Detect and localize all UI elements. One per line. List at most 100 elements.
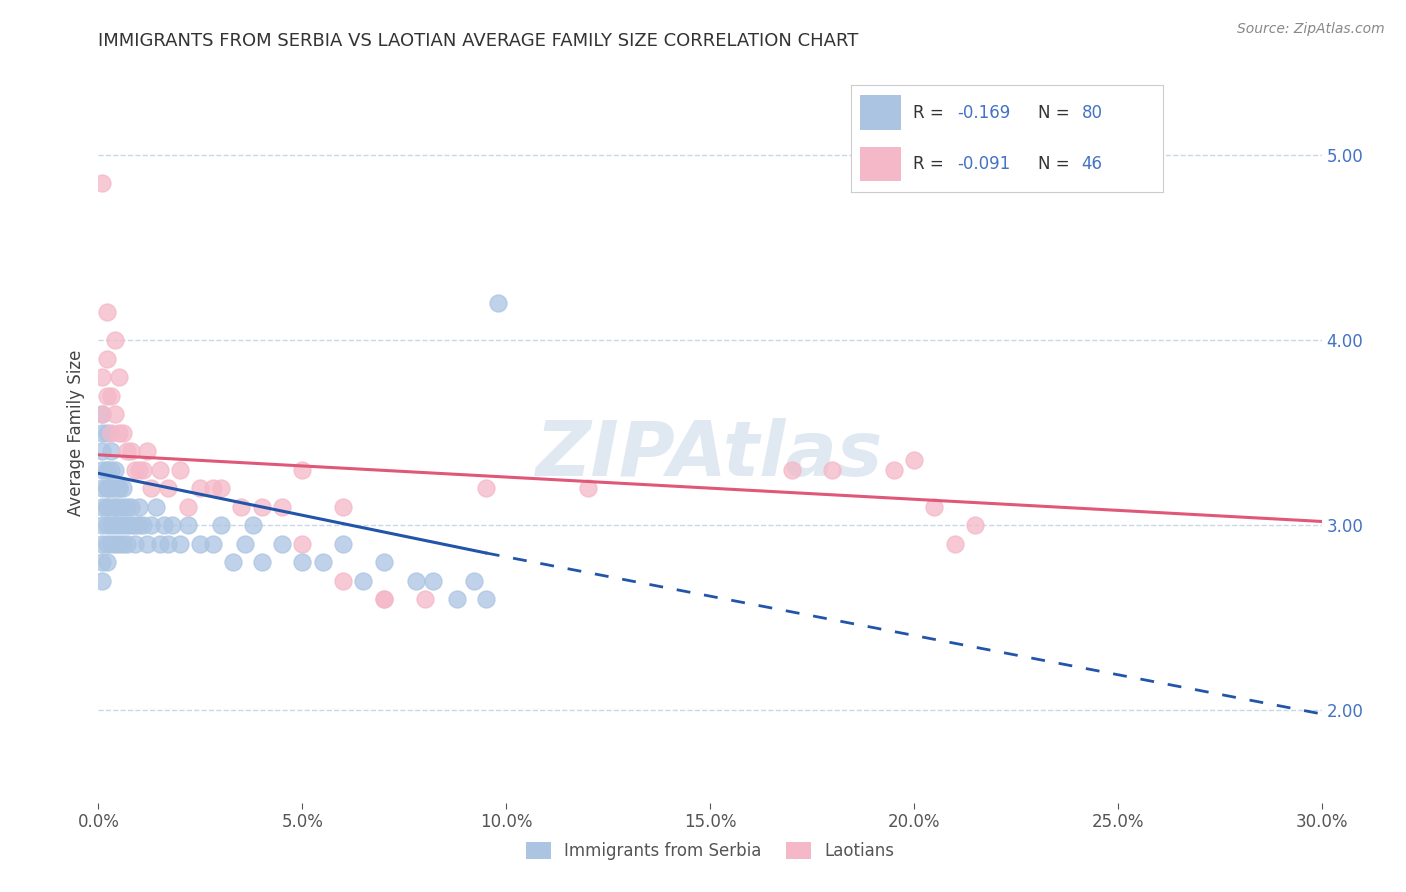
Point — [291, 536, 314, 550]
Point — [422, 574, 444, 588]
Point — [312, 555, 335, 569]
Point — [96, 462, 118, 476]
Point — [108, 370, 131, 384]
Point — [120, 518, 142, 533]
Point — [100, 500, 122, 514]
Point — [160, 518, 183, 533]
Point — [132, 462, 155, 476]
Point — [141, 518, 163, 533]
Point — [128, 462, 150, 476]
Point — [576, 481, 599, 495]
Point — [96, 518, 118, 533]
Point — [463, 574, 485, 588]
Point — [111, 536, 134, 550]
Point — [291, 555, 314, 569]
Point — [177, 500, 200, 514]
Point — [100, 481, 122, 495]
Point — [922, 500, 945, 514]
Point — [149, 536, 172, 550]
Point — [332, 536, 354, 550]
Point — [231, 500, 253, 514]
Point — [100, 481, 122, 495]
Point — [104, 518, 127, 533]
Point — [373, 555, 395, 569]
Point — [124, 536, 146, 550]
Point — [111, 518, 134, 533]
Point — [128, 518, 150, 533]
Point — [156, 481, 179, 495]
Point — [104, 500, 127, 514]
Point — [474, 481, 498, 495]
Point — [169, 536, 191, 550]
Point — [108, 481, 131, 495]
Point — [104, 500, 127, 514]
Point — [91, 481, 114, 495]
Point — [115, 500, 138, 514]
Point — [233, 536, 256, 550]
Point — [91, 425, 114, 440]
Point — [188, 481, 212, 495]
Point — [128, 500, 150, 514]
Point — [780, 462, 803, 476]
Point — [115, 536, 138, 550]
Text: ZIPAtlas: ZIPAtlas — [536, 417, 884, 491]
Point — [91, 407, 114, 421]
Point — [201, 481, 224, 495]
Point — [91, 518, 114, 533]
Point — [474, 592, 498, 607]
Point — [91, 500, 114, 514]
Point — [96, 500, 118, 514]
Point — [332, 500, 354, 514]
Point — [96, 305, 118, 319]
Point — [149, 462, 172, 476]
Point — [332, 574, 354, 588]
Point — [270, 536, 294, 550]
Point — [91, 444, 114, 458]
Y-axis label: Average Family Size: Average Family Size — [66, 350, 84, 516]
Point — [291, 462, 314, 476]
Point — [111, 425, 134, 440]
Point — [100, 518, 122, 533]
Point — [96, 536, 118, 550]
Point — [120, 500, 142, 514]
Point — [209, 518, 232, 533]
Point — [152, 518, 174, 533]
Point — [486, 296, 509, 310]
Point — [405, 574, 427, 588]
Point — [91, 555, 114, 569]
Point — [120, 444, 142, 458]
Point — [108, 518, 131, 533]
Point — [222, 555, 245, 569]
Point — [111, 500, 134, 514]
Point — [108, 500, 131, 514]
Point — [100, 388, 122, 402]
Point — [96, 425, 118, 440]
Point — [96, 555, 118, 569]
Point — [124, 518, 146, 533]
Point — [188, 536, 212, 550]
Point — [136, 536, 159, 550]
Point — [132, 518, 155, 533]
Point — [104, 481, 127, 495]
Point — [100, 536, 122, 550]
Point — [91, 536, 114, 550]
Point — [821, 462, 844, 476]
Point — [108, 425, 131, 440]
Point — [250, 500, 273, 514]
Point — [108, 481, 131, 495]
Point — [104, 462, 127, 476]
Legend: Immigrants from Serbia, Laotians: Immigrants from Serbia, Laotians — [517, 834, 903, 869]
Point — [111, 481, 134, 495]
Point — [100, 425, 122, 440]
Point — [141, 481, 163, 495]
Point — [104, 407, 127, 421]
Point — [96, 481, 118, 495]
Point — [136, 444, 159, 458]
Point — [270, 500, 294, 514]
Point — [91, 407, 114, 421]
Point — [100, 444, 122, 458]
Point — [201, 536, 224, 550]
Point — [965, 518, 987, 533]
Point — [96, 500, 118, 514]
Point — [104, 333, 127, 347]
